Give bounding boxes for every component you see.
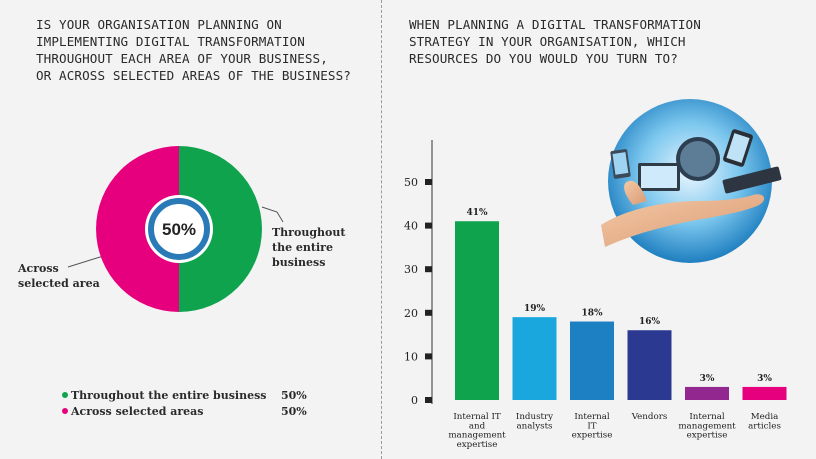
bar-2 <box>570 321 614 400</box>
x-tick-label: Internal IT and management expertise <box>448 412 506 450</box>
pie-label-throughout: Throughout the entire business <box>272 226 346 269</box>
y-axis-ticks: 0 10 20 30 40 50 <box>404 176 432 407</box>
legend-item-throughout: Throughout the entire business 50% <box>62 388 307 404</box>
donut-chart: 50% <box>96 146 262 312</box>
y-tick-mark <box>425 397 432 403</box>
y-tick-mark <box>425 222 432 229</box>
pie-question-title: IS YOUR ORGANISATION PLANNING ON IMPLEME… <box>36 17 351 83</box>
bar-value-label: 41% <box>466 208 488 218</box>
bar-1 <box>512 317 557 400</box>
x-tick-label: Internal IT expertise <box>572 412 613 441</box>
y-tick-label: 30 <box>404 263 418 276</box>
y-tick-label: 20 <box>404 307 418 320</box>
pie-label-across: Across selected area <box>18 262 100 290</box>
bar-3 <box>627 330 672 400</box>
legend-item-across: Across selected areas 50% <box>62 404 307 420</box>
legend-value: 50% <box>281 389 307 402</box>
bar-0 <box>455 221 499 400</box>
x-tick-label: Industry analysts <box>516 412 553 431</box>
bar-value-label: 19% <box>524 304 546 314</box>
bar-chart: 0 10 20 30 40 50 41% 19% 18% 16% 3% 3% Internal IT… <box>404 140 787 450</box>
left-panel: IS YOUR ORGANISATION PLANNING ON IMPLEME… <box>0 0 380 459</box>
pie-slice-1 <box>96 146 179 312</box>
legend-dot-pink <box>62 408 68 414</box>
x-tick-label: Internal management expertise <box>678 412 736 441</box>
donut-center-white <box>145 195 213 263</box>
x-tick-label: Media articles <box>748 412 781 431</box>
bar-4 <box>685 386 729 400</box>
donut-center-ring <box>148 198 210 260</box>
legend-label: Across selected areas <box>71 405 204 418</box>
y-tick-label: 50 <box>404 176 418 189</box>
y-tick-label: 0 <box>411 394 418 407</box>
y-tick-label: 40 <box>404 220 418 233</box>
pie-slice-0 <box>179 146 262 312</box>
digital-hand-globe-illustration <box>601 99 782 263</box>
right-panel: WHEN PLANNING A DIGITAL TRANSFORMATION S… <box>382 0 816 459</box>
bar-question-title: WHEN PLANNING A DIGITAL TRANSFORMATION S… <box>409 17 701 66</box>
x-axis-labels: Internal IT and management expertise Industr… <box>448 412 781 450</box>
legend-dot-green <box>62 392 68 398</box>
legend-value: 50% <box>281 405 307 418</box>
bar-value-label: 3% <box>757 374 772 384</box>
y-tick-mark <box>425 266 432 273</box>
y-tick-mark <box>425 179 432 185</box>
donut-center-label: 50% <box>162 220 196 239</box>
bar-series: 41% 19% 18% 16% 3% 3% <box>455 208 787 400</box>
y-tick-label: 10 <box>404 350 418 363</box>
bar-value-label: 3% <box>700 374 715 384</box>
y-tick-mark <box>425 353 432 360</box>
bar-value-label: 18% <box>581 309 603 319</box>
x-tick-label: Vendors <box>631 412 668 422</box>
legend-label: Throughout the entire business <box>71 389 267 402</box>
bar-value-label: 16% <box>639 317 661 327</box>
bar-5 <box>742 386 787 400</box>
panel-divider <box>381 0 382 459</box>
y-tick-mark <box>425 309 432 316</box>
